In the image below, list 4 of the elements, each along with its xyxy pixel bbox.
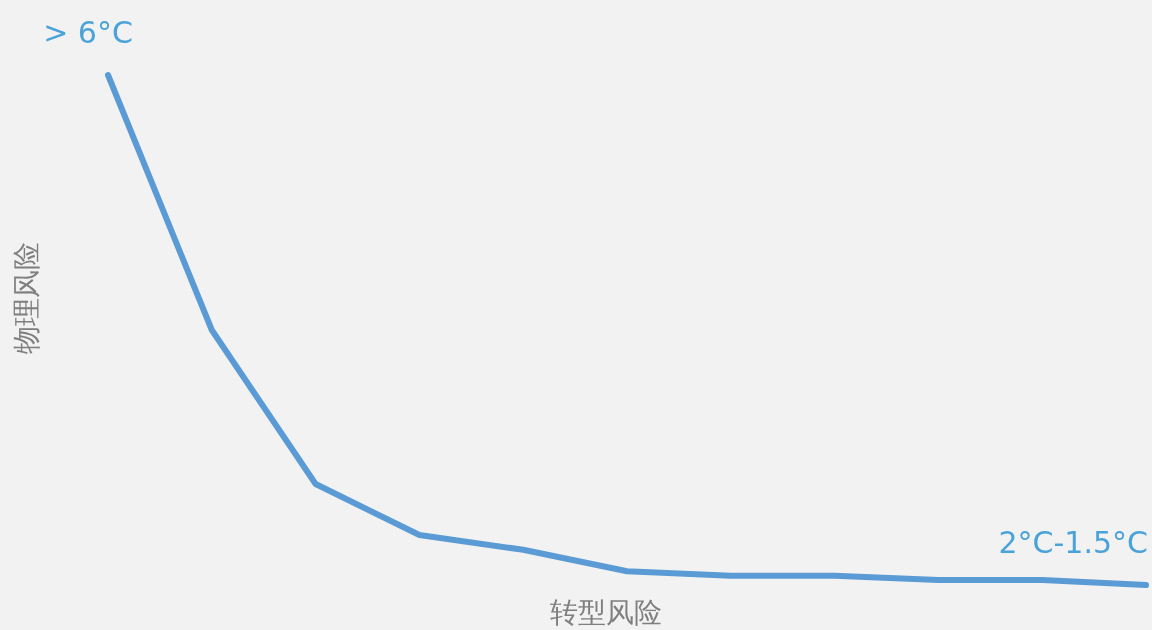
y-axis-title: 物理风险 bbox=[10, 242, 43, 354]
x-axis-title: 转型风险 bbox=[550, 596, 662, 629]
annotation: 2°C-1.5°C bbox=[998, 525, 1148, 560]
text: > 6°C bbox=[43, 15, 133, 50]
